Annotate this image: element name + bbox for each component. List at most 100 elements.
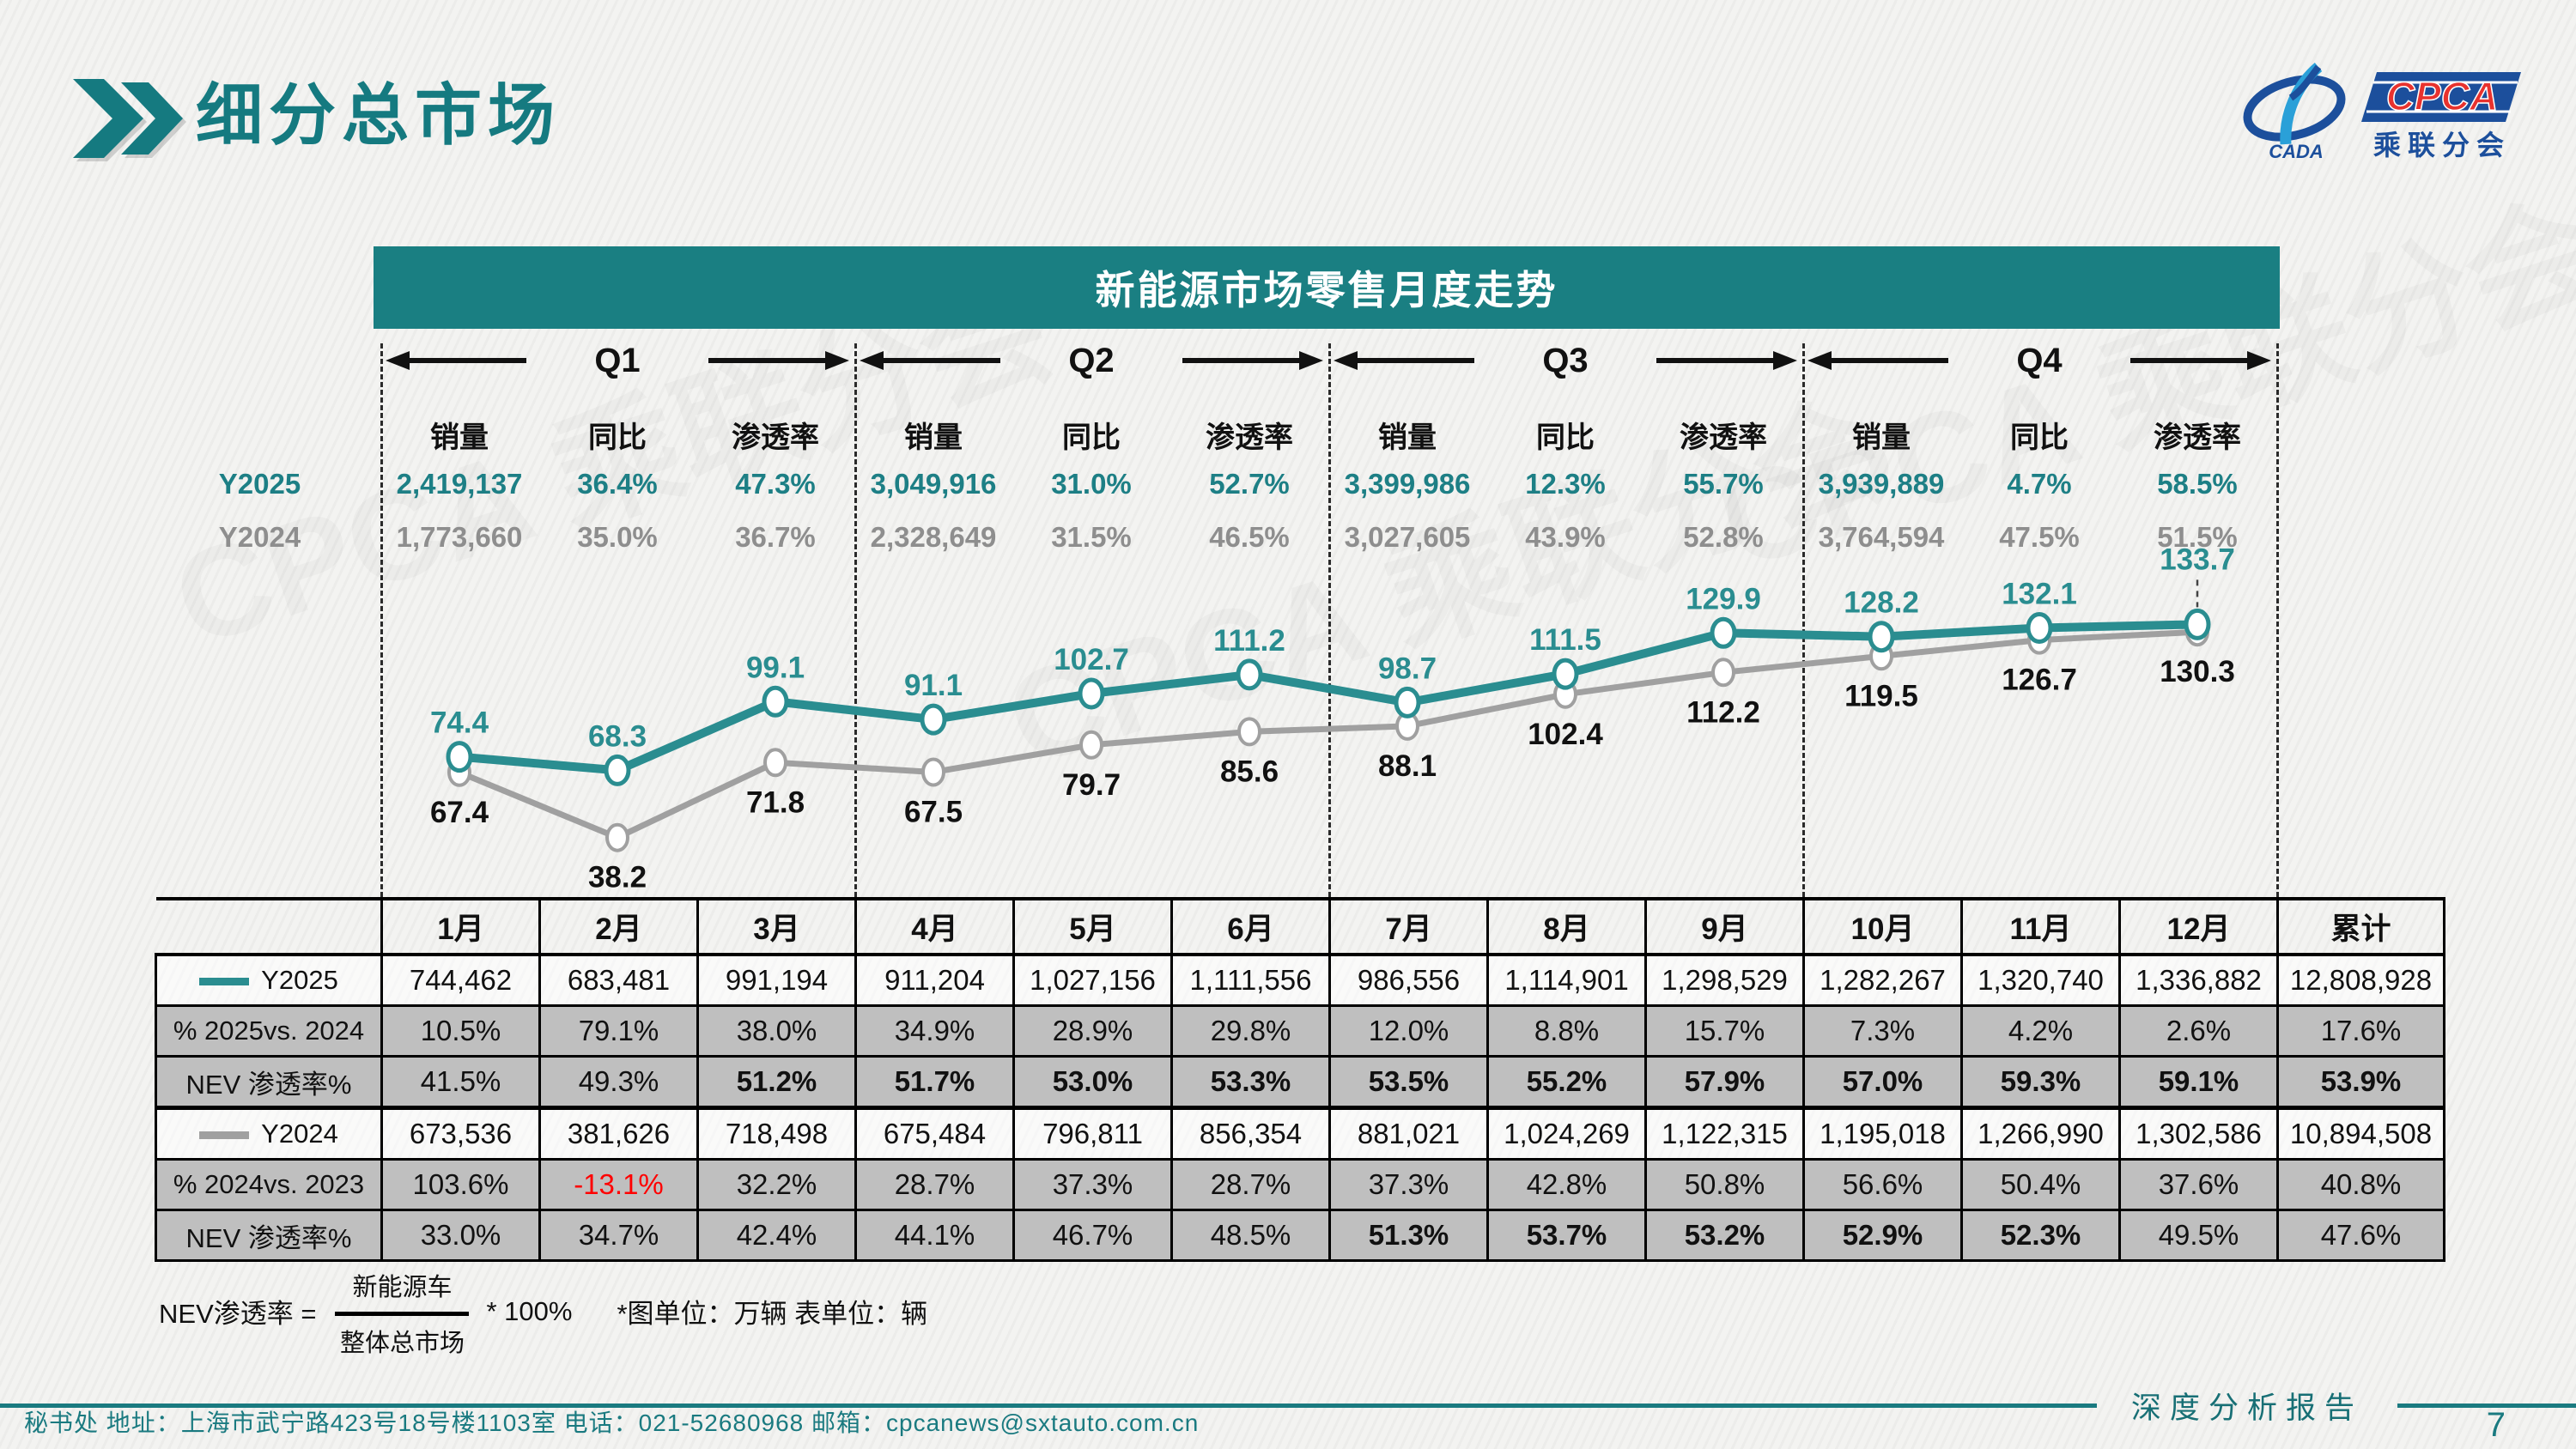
- label-y2024: 126.7: [2002, 664, 2077, 697]
- arrow-left-icon: [1807, 351, 1948, 370]
- stat-header: 同比: [2010, 421, 2069, 454]
- stat-value-2025: 36.4%: [577, 468, 658, 500]
- stat-value-2025: 52.7%: [1209, 468, 1290, 500]
- stat-value-2025: 31.0%: [1051, 468, 1132, 500]
- stat-value-2025: 4.7%: [2007, 468, 2072, 500]
- footer-rule: 深度分析报告: [0, 1384, 2576, 1428]
- table-cell: -13.1%: [538, 1158, 699, 1211]
- table-cell: 1,298,529: [1644, 953, 1805, 1007]
- table-cell: 10.5%: [380, 1004, 541, 1058]
- footnote-formula: NEV渗透率 = 新能源车 整体总市场 * 100% *图单位：万辆 表单位：辆: [159, 1264, 927, 1359]
- table-cell: 12,808,928: [2276, 953, 2445, 1007]
- quarter-header: Q3: [1328, 340, 1802, 381]
- stat-value-2025: 3,399,986: [1344, 468, 1471, 500]
- label-y2025: 129.9: [1686, 582, 1761, 615]
- table-cell: 675,484: [854, 1106, 1015, 1161]
- table-cell: 53.7%: [1486, 1209, 1647, 1262]
- label-y2024: 67.4: [430, 796, 489, 829]
- table-cell: 37.3%: [1328, 1158, 1489, 1211]
- table-cell: 50.8%: [1644, 1158, 1805, 1211]
- stat-value-2024: 36.7%: [735, 521, 816, 553]
- quarter-label: Q2: [1068, 341, 1115, 379]
- point-y2025: [1394, 686, 1421, 718]
- label-y2024: 112.2: [1686, 695, 1760, 729]
- stat-value-2025: 12.3%: [1525, 468, 1606, 500]
- formula-multiplier: * 100%: [486, 1295, 573, 1326]
- footer-line-right: [2397, 1404, 2576, 1408]
- column-header: 7月: [1328, 897, 1489, 956]
- table-cell: 47.6%: [2276, 1209, 2445, 1262]
- label-y2025: 98.7: [1378, 652, 1437, 685]
- arrow-left-icon: [860, 351, 1000, 370]
- point-y2025: [1552, 658, 1579, 690]
- stat-row: 销量 同比 渗透率 销量 同比 渗透率 销量 同比 渗透率 销量 同比 渗透率: [380, 414, 2276, 456]
- table-cell: 15.7%: [1644, 1004, 1805, 1058]
- column-header: 8月: [1486, 897, 1647, 956]
- table-cell: 51.3%: [1328, 1209, 1489, 1262]
- stat-value-2024: 46.5%: [1209, 521, 1290, 553]
- column-header: 6月: [1170, 897, 1331, 956]
- units-note: *图单位：万辆 表单位：辆: [617, 1299, 928, 1329]
- table-cell: 796,811: [1012, 1106, 1173, 1161]
- stat-value-2024: 51.5%: [2157, 521, 2238, 553]
- quarter-divider: [854, 343, 857, 897]
- table-row: Y2024 673,536 381,626 718,498 675,484 796,811…: [155, 1106, 2445, 1161]
- formula-label: NEV渗透率 =: [159, 1299, 317, 1329]
- table-cell: 40.8%: [2276, 1158, 2445, 1211]
- series-label-y2025: Y2025: [218, 468, 301, 500]
- table-cell: 1,266,990: [1960, 1106, 2121, 1161]
- formula-fraction: 新能源车 整体总市场: [335, 1264, 470, 1359]
- arrow-right-icon: [708, 351, 849, 370]
- table-cell: 1,122,315: [1644, 1106, 1805, 1161]
- table-cell: 49.3%: [538, 1055, 699, 1109]
- table-cell: 673,536: [380, 1106, 541, 1161]
- cpca-logo-graphic: CADA CPCA 乘联分会: [2243, 63, 2521, 162]
- table-cell: 1,195,018: [1802, 1106, 1963, 1161]
- label-y2025: 128.2: [1844, 586, 1919, 620]
- table-cell: 986,556: [1328, 953, 1489, 1007]
- point-y2024: [1711, 658, 1735, 688]
- point-y2025: [2184, 608, 2211, 640]
- page-title: 细分总市场: [196, 77, 562, 153]
- table-cell: 53.9%: [2276, 1055, 2445, 1109]
- arrow-right-icon: [1656, 351, 1797, 370]
- table-cell: 103.6%: [380, 1158, 541, 1211]
- stat-value-2024: 35.0%: [577, 521, 658, 553]
- table-cell: 34.7%: [538, 1209, 699, 1262]
- cpca-logo: CADA CPCA 乘联分会: [2239, 62, 2523, 167]
- quarter-divider: [1328, 343, 1331, 897]
- column-header: 12月: [2118, 897, 2279, 956]
- stat-row: 1,773,660 35.0% 36.7% 2,328,649 31.5% 46.5% 3,…: [380, 521, 2276, 554]
- table-cell: 881,021: [1328, 1106, 1489, 1161]
- stat-header: 销量: [430, 421, 489, 454]
- point-y2024: [605, 822, 629, 852]
- fraction-denominator: 整体总市场: [339, 1330, 465, 1357]
- table-cell: 683,481: [538, 953, 699, 1007]
- label-y2024: 130.3: [2160, 655, 2235, 688]
- page-number: 7: [2486, 1406, 2506, 1444]
- table-cell: 1,320,740: [1960, 953, 2121, 1007]
- table-cell: 911,204: [854, 953, 1015, 1007]
- table-cell: 7.3%: [1802, 1004, 1963, 1058]
- label-y2025: 74.4: [430, 706, 489, 740]
- label-y2024: 79.7: [1062, 768, 1121, 802]
- table-corner: [155, 897, 382, 956]
- table-cell: 38.0%: [696, 1004, 857, 1058]
- table-row: NEV 渗透率% 41.5% 49.3% 51.2% 51.7% 53.0% 53.3% 53…: [155, 1055, 2445, 1109]
- report-type-label: 深度分析报告: [2130, 1391, 2363, 1426]
- stat-value-2024: 3,764,594: [1818, 521, 1945, 553]
- quarter-divider: [380, 343, 383, 897]
- table-cell: 1,114,901: [1486, 953, 1647, 1007]
- quarter-divider: [2276, 343, 2279, 897]
- row-label: NEV 渗透率%: [155, 1055, 383, 1109]
- point-y2024: [921, 757, 945, 787]
- stat-header: 销量: [1378, 421, 1437, 454]
- footer-contact: 秘书处 地址：上海市武宁路423号18号楼1103室 电话：021-526809…: [24, 1410, 1200, 1436]
- column-header: 2月: [538, 897, 699, 956]
- label-y2025: 91.1: [904, 669, 963, 702]
- column-header: 11月: [1960, 897, 2121, 956]
- table-cell: 991,194: [696, 953, 857, 1007]
- table-cell: 1,302,586: [2118, 1106, 2279, 1161]
- point-y2025: [2026, 612, 2053, 644]
